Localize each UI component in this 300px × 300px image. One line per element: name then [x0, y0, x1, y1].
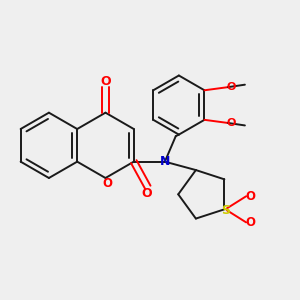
Text: O: O: [227, 82, 236, 92]
Text: O: O: [245, 190, 256, 203]
Text: O: O: [141, 187, 152, 200]
Text: O: O: [227, 118, 236, 128]
Text: O: O: [245, 216, 256, 229]
Text: N: N: [160, 155, 170, 168]
Text: O: O: [102, 177, 112, 190]
Text: S: S: [221, 204, 230, 217]
Text: O: O: [100, 75, 111, 88]
